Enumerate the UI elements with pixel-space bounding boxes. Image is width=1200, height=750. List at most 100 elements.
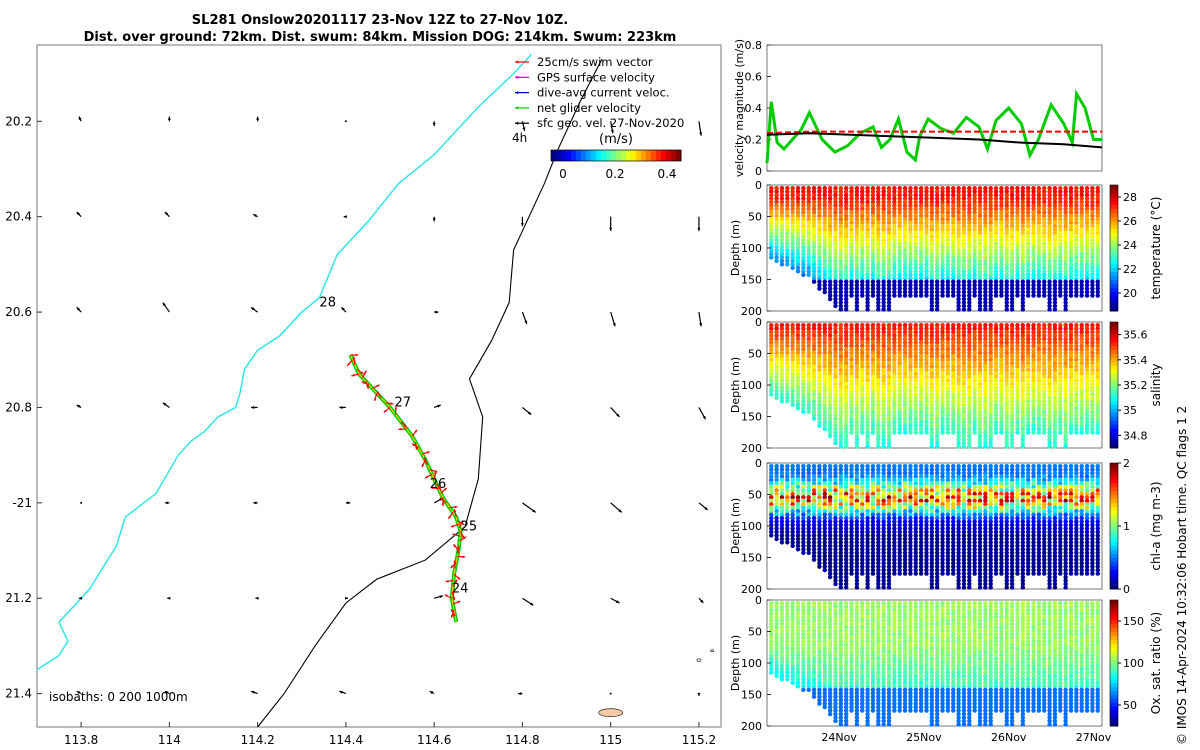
section-data-dot <box>865 307 870 312</box>
section-data-dot <box>822 213 827 219</box>
section-data-dot <box>827 192 833 198</box>
map-y-tick-label: 21.4 <box>5 687 32 701</box>
section-colorbar-cell <box>1110 303 1118 308</box>
section-data-dot <box>785 224 790 229</box>
section-data-dot <box>795 262 801 267</box>
section-colorbar-tick-label: 24 <box>1123 239 1137 252</box>
section-data-dot <box>811 224 817 229</box>
section-data-dot <box>774 244 779 250</box>
section-data-dot <box>817 241 822 246</box>
section-data-dot <box>806 210 811 215</box>
section-data-dot <box>785 241 790 246</box>
section-data-dot <box>827 269 833 274</box>
section-data-dot <box>870 430 876 435</box>
swim-vector-arrow-head <box>430 486 434 490</box>
section-data-dot <box>929 307 935 312</box>
section-data-dot <box>811 251 817 257</box>
section-data-dot <box>785 220 790 225</box>
section-data-dot <box>822 220 827 225</box>
section-data-dot <box>956 444 961 449</box>
geo-velocity-arrow-head <box>532 509 536 513</box>
swim-vector-arrow-head <box>451 609 454 613</box>
section-data-dot <box>811 244 817 250</box>
section-data-dot <box>811 230 817 236</box>
section-data-dot <box>806 203 811 208</box>
section-colorbar-tick-label: 34.8 <box>1123 429 1148 442</box>
swim-vector-arrow-head <box>444 594 448 598</box>
section-colorbar-cell <box>1110 329 1118 335</box>
section-colorbar-cell <box>1110 295 1118 300</box>
section-data-dot <box>774 185 779 191</box>
section-colorbar-cell <box>1110 341 1118 347</box>
section-data-dot <box>774 395 779 401</box>
section-data-dot <box>822 230 827 236</box>
geo-velocity-dot <box>344 120 347 123</box>
section-colorbar-label: temperature (°C) <box>1149 197 1163 300</box>
geo-velocity-arrow-head <box>697 692 701 696</box>
section-data-dot <box>822 244 827 250</box>
section-data-dot <box>795 185 801 191</box>
section-data-dot <box>817 279 822 284</box>
colorbar-cell <box>666 150 672 161</box>
geo-velocity-arrow-head <box>437 404 441 408</box>
swim-vector-arrow-head <box>424 475 428 479</box>
section-data-dot <box>1042 293 1047 298</box>
geo-velocity-arrow-head <box>610 129 614 134</box>
colorbar-cell <box>566 150 572 161</box>
section-data-dot <box>779 230 785 236</box>
section-data-dot <box>1047 444 1052 449</box>
section-data-dot <box>1090 293 1095 298</box>
section-data-dot <box>779 540 785 545</box>
section-colorbar-tick-label: 35.4 <box>1123 354 1148 367</box>
section-data-dot <box>801 185 806 191</box>
section-data-dot <box>801 224 806 229</box>
section-colorbar-cell <box>1110 404 1118 410</box>
section-y-tick-label: 50 <box>748 348 762 361</box>
map-y-tick-label: 20.8 <box>5 400 32 414</box>
section-data-dot <box>801 409 806 414</box>
colorbar-cell <box>651 150 657 161</box>
geo-velocity-arrow-head <box>616 413 620 417</box>
section-data-dot <box>806 269 811 274</box>
geo-velocity-arrow-head <box>527 411 532 415</box>
section-data-dot <box>790 192 795 198</box>
section-data-dot <box>822 262 827 267</box>
legend-label: dive-avg current veloc. <box>537 86 670 100</box>
section-data-dot <box>1063 444 1068 449</box>
section-data-dot <box>811 213 817 219</box>
section-colorbar-cell <box>1110 365 1118 370</box>
section-colorbar-cell <box>1110 337 1118 343</box>
swim-vector-arrow-head <box>376 384 380 388</box>
section-data-dot <box>785 237 790 243</box>
section-data-dot <box>886 444 892 449</box>
section-data-dot <box>827 258 833 264</box>
swim-vector-arrow-head <box>351 373 355 377</box>
velocity-series-line-2 <box>766 132 1103 149</box>
swim-vector-arrow-head <box>443 487 447 491</box>
section-data-dot <box>817 217 822 222</box>
section-data-dot <box>806 206 811 212</box>
section-data-dot <box>769 227 774 232</box>
section-data-dot <box>822 289 827 295</box>
colorbar-cell <box>556 150 562 161</box>
section-data-dot <box>1084 293 1090 298</box>
section-data-dot <box>790 206 795 212</box>
swim-vector-arrow-head <box>355 353 359 357</box>
map-x-tick-label: 114.6 <box>417 733 451 747</box>
section-y-tick-label: 0 <box>755 316 762 329</box>
section-data-dot <box>843 307 849 312</box>
section-data-dot <box>892 430 897 435</box>
section-data-dot <box>806 185 811 191</box>
section-data-dot <box>779 255 785 260</box>
section-data-dot <box>1004 307 1009 312</box>
section-data-dot <box>801 189 806 194</box>
section-data-dot <box>769 210 774 215</box>
map-frame <box>36 44 722 728</box>
section-colorbar-cell <box>1110 424 1118 429</box>
section-data-dot <box>806 213 811 219</box>
section-data-dot <box>817 282 822 288</box>
velocity-series-line-1 <box>766 130 1102 135</box>
section-data-dot <box>795 199 801 205</box>
colorbar-cell <box>616 150 622 161</box>
swim-vector-arrow-head <box>363 370 367 374</box>
